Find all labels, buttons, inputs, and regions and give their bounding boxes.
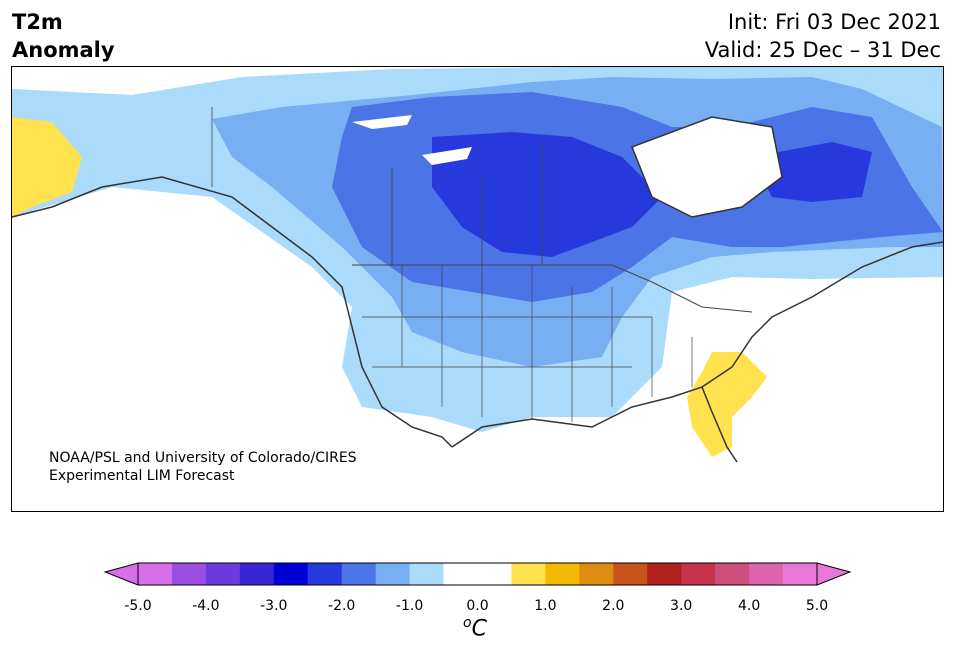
map-canvas xyxy=(12,67,943,511)
colorbar-tick-label: -2.0 xyxy=(328,598,356,614)
variable-label: T2m xyxy=(12,10,63,34)
colorbar-segment xyxy=(375,563,411,585)
colorbar-tick-label: 1.0 xyxy=(534,598,557,614)
forecast-dates: Init: Fri 03 Dec 2021 Valid: 25 Dec – 31… xyxy=(705,8,941,64)
lake-shape-1 xyxy=(352,115,412,129)
colorbar-tick-label: -5.0 xyxy=(124,598,152,614)
colorbar-segment xyxy=(477,563,512,585)
unit-degree: o xyxy=(463,615,472,631)
field-label: Anomaly xyxy=(12,38,115,62)
colorbar xyxy=(103,562,852,586)
forecast-credit: NOAA/PSL and University of Colorado/CIRE… xyxy=(49,449,357,485)
anomaly-region-deep-blue-east xyxy=(752,142,872,202)
colorbar-segment xyxy=(749,563,784,585)
valid-date: Valid: 25 Dec – 31 Dec xyxy=(704,38,941,62)
anomaly-region-deep-blue xyxy=(432,132,662,257)
colorbar-tick-label: -4.0 xyxy=(192,598,220,614)
map-title: T2m Anomaly xyxy=(12,8,115,64)
colorbar-frame xyxy=(137,562,818,586)
lake-shape-2 xyxy=(422,147,472,165)
anomaly-region-warm-alaska xyxy=(12,117,82,217)
credit-line-2: Experimental LIM Forecast xyxy=(49,468,235,484)
canada-us-border xyxy=(352,264,753,313)
colorbar-segment xyxy=(138,563,173,585)
colorbar-segment xyxy=(409,563,445,585)
colorbar-tick-label: 5.0 xyxy=(805,598,829,614)
coastline-gulf xyxy=(451,386,738,463)
colorbar-segment xyxy=(579,563,614,585)
coastline-east xyxy=(701,241,943,388)
colorbar-segment xyxy=(239,563,275,585)
colorbar-segment xyxy=(205,563,241,585)
init-date: Init: Fri 03 Dec 2021 xyxy=(727,10,941,34)
unit-label: oC xyxy=(463,615,487,641)
colorbar-segment xyxy=(545,563,580,585)
province-lines xyxy=(211,107,543,265)
colorbar-segment xyxy=(443,563,478,585)
colorbar-segment xyxy=(647,563,682,585)
hudson-bay-coast xyxy=(631,116,783,218)
colorbar-tick-label: 4.0 xyxy=(737,598,761,614)
colorbar-segment xyxy=(307,563,343,585)
anomaly-map xyxy=(11,66,944,512)
credit-line-1: NOAA/PSL and University of Colorado/CIRE… xyxy=(49,450,357,466)
colorbar-segment xyxy=(783,563,818,585)
coastline-west xyxy=(12,176,453,448)
hudson-bay xyxy=(632,117,782,217)
colorbar-tick-label: 2.0 xyxy=(602,598,625,614)
colorbar-segment xyxy=(613,563,648,585)
colorbar-segment xyxy=(171,563,207,585)
unit-text: C xyxy=(471,616,487,642)
colorbar-segment xyxy=(341,563,377,585)
colorbar-max-arrow xyxy=(816,562,852,586)
colorbar-segment xyxy=(273,563,309,585)
colorbar-segment xyxy=(511,563,546,585)
colorbar-segment xyxy=(681,563,716,585)
anomaly-region-warm-southeast xyxy=(687,352,767,457)
colorbar-min-arrow xyxy=(103,562,139,586)
state-lines xyxy=(362,265,693,422)
colorbar-tick-label: 3.0 xyxy=(670,598,693,614)
colorbar-segment xyxy=(715,563,750,585)
colorbar-tick-label: -3.0 xyxy=(260,598,288,614)
colorbar-tick-label: -1.0 xyxy=(395,598,424,614)
colorbar-tick-label: 0.0 xyxy=(466,598,489,614)
